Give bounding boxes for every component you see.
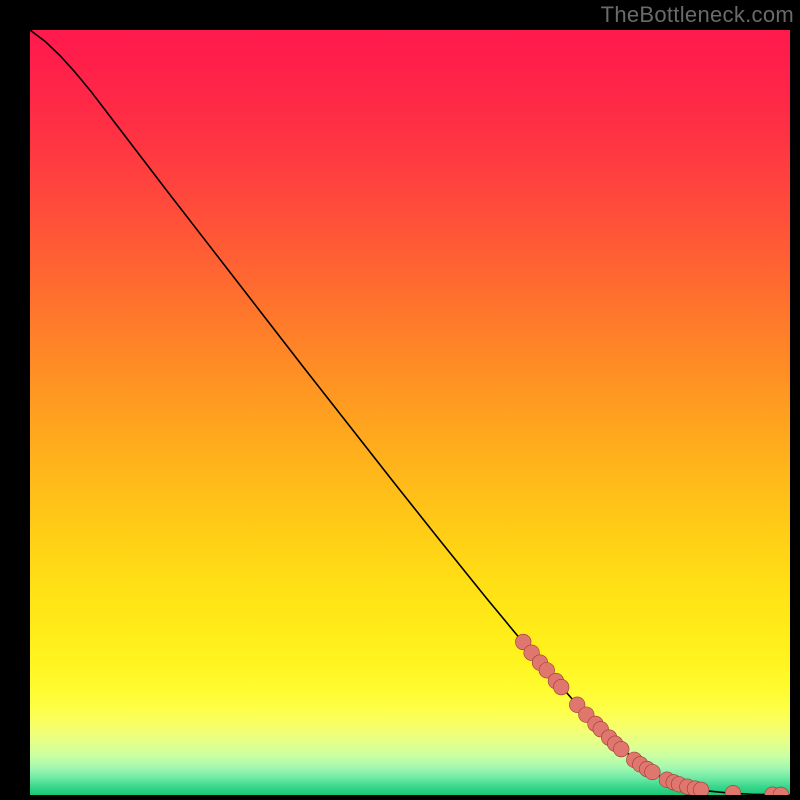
- chart-background: [30, 30, 790, 795]
- data-marker: [645, 764, 661, 780]
- page-root: TheBottleneck.com: [0, 0, 800, 800]
- data-marker: [693, 782, 709, 795]
- chart-area: [30, 30, 790, 795]
- bottleneck-chart: [30, 30, 790, 795]
- data-marker: [613, 741, 629, 757]
- data-marker: [553, 679, 569, 695]
- watermark-text: TheBottleneck.com: [601, 2, 794, 28]
